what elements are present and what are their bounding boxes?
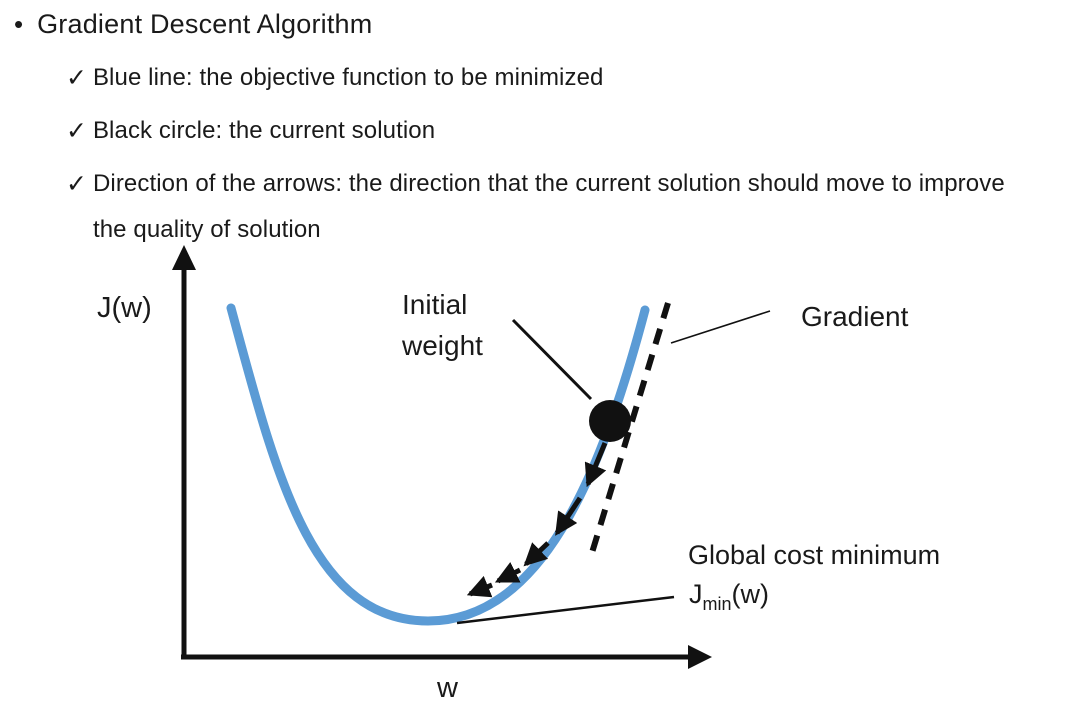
checkmark-icon: ✓: [66, 64, 87, 92]
bullet-text: Direction of the arrows: the direction t…: [92, 170, 1005, 243]
current-solution-circle: [589, 400, 631, 442]
slide-title: Gradient Descent Algorithm: [37, 9, 373, 39]
x-axis-arrowhead-icon: [688, 645, 712, 669]
checkmark-icon: ✓: [66, 117, 87, 145]
jmin-suffix: (w): [731, 579, 769, 609]
bullet-arrow-direction: ✓ Direction of the arrows: the direction…: [66, 169, 1028, 253]
jmin-subscript: min: [702, 594, 732, 614]
title-bullet-dot: •: [14, 9, 24, 39]
global-cost-minimum-label: Global cost minimum: [688, 540, 941, 570]
descent-arrow-3: [523, 541, 550, 567]
initial-weight-line1: Initial: [402, 289, 468, 320]
jmin-label: Jmin(w): [689, 577, 769, 621]
y-axis-label: J(w): [97, 292, 152, 324]
initial-weight-line2: weight: [402, 330, 483, 361]
gradient-label: Gradient: [801, 301, 909, 332]
initial-weight-pointer-line: [511, 318, 593, 401]
bullet-blue-line: ✓ Blue line: the objective function to b…: [66, 63, 603, 101]
gradient-tangent-dashed-line: [588, 302, 671, 557]
jmin-prefix: J: [689, 579, 703, 609]
gradient-pointer-line: [670, 310, 771, 344]
x-axis-label: w: [437, 672, 458, 704]
bullet-black-circle: ✓ Black circle: the current solution: [66, 116, 435, 154]
y-axis-arrowhead-icon: [172, 245, 196, 270]
descent-arrow-5: [466, 575, 493, 598]
slide-title-row: • Gradient Descent Algorithm: [14, 8, 372, 40]
bullet-text: Black circle: the current solution: [92, 117, 436, 144]
descent-arrow-4: [494, 561, 522, 584]
descent-arrow-1: [584, 442, 608, 488]
checkmark-icon: ✓: [66, 170, 87, 198]
bullet-text: Blue line: the objective function to be …: [92, 64, 604, 91]
initial-weight-label: Initial weight: [402, 284, 483, 366]
descent-arrow-2: [554, 496, 583, 536]
global-minimum-pointer-line: [456, 595, 675, 625]
